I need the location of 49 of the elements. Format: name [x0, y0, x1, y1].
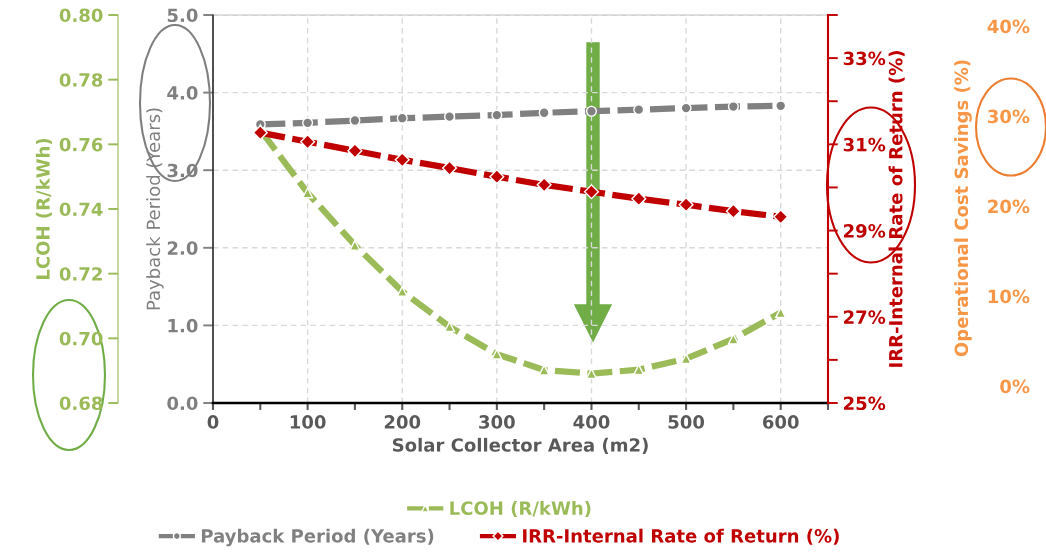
y2-tick-label: 25% — [844, 396, 886, 411]
text: 10% — [988, 289, 1030, 304]
x-tick-label: 400 — [573, 415, 610, 429]
text: 40% — [987, 19, 1030, 34]
y-axis-title: Payback Period (Years) — [146, 108, 164, 310]
y-tick-label: 1.0 — [168, 318, 198, 333]
x-axis-title: Solar Collector Area (m2) — [392, 437, 648, 454]
y3-tick-label: 0.72 — [59, 267, 102, 281]
y3-tick-label: 0.74 — [59, 202, 103, 217]
x-tick-label: 0 — [207, 415, 219, 429]
x-tick-label: 200 — [384, 415, 421, 429]
point — [347, 143, 363, 159]
y3-tick-label: 0.76 — [59, 137, 103, 152]
y3-tick-label: 0.78 — [59, 73, 103, 87]
point — [300, 134, 316, 150]
text: Operational Cost Savings (%) — [954, 60, 972, 357]
legend-label: IRR-Internal Rate of Return (%) — [523, 528, 839, 545]
x-tick-label: 500 — [668, 415, 705, 429]
y-tick-label: 4.0 — [167, 86, 198, 100]
legend-label: LCOH (R/kWh) — [450, 501, 591, 518]
legend-label: Payback Period (Years) — [201, 528, 434, 547]
text: 30% — [987, 109, 1030, 124]
x-tick-label: 600 — [762, 415, 799, 429]
y2-tick-label: 27% — [844, 310, 886, 324]
point — [727, 333, 739, 345]
y-tick-label: 0.0 — [167, 396, 198, 411]
point — [725, 203, 741, 219]
y2-tick-label: 33% — [843, 51, 886, 66]
y-tick-label: 5.0 — [167, 8, 198, 23]
x-tick-label: 100 — [290, 415, 326, 429]
point — [536, 177, 552, 193]
text: 0% — [1000, 379, 1030, 394]
point — [349, 239, 361, 251]
point — [773, 209, 789, 225]
y3-tick-label: 0.80 — [59, 8, 103, 23]
text: 20% — [988, 199, 1030, 214]
y3-axis-title: LCOH (R/kWh) — [35, 138, 52, 279]
y-tick-label: 2.0 — [167, 241, 198, 255]
point — [252, 125, 268, 141]
y2-tick-label: 31% — [843, 137, 886, 152]
y2-axis-title: IRR-Internal Rate of Return (%) — [888, 51, 905, 367]
point — [441, 160, 458, 176]
y2-tick-label: 29% — [844, 224, 886, 238]
x-tick-label: 300 — [479, 415, 515, 429]
point — [394, 152, 410, 168]
point — [489, 169, 505, 185]
point — [583, 184, 600, 200]
point — [678, 197, 694, 213]
point — [631, 191, 647, 207]
